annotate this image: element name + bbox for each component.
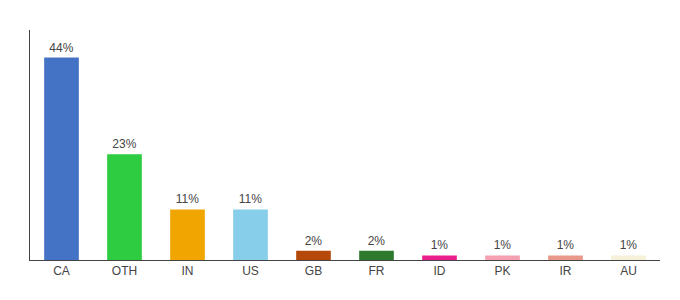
svg-text:11%: 11% [176, 192, 199, 206]
svg-text:2%: 2% [305, 234, 323, 248]
svg-text:1%: 1% [494, 238, 512, 252]
svg-text:FR: FR [369, 264, 385, 278]
svg-text:IN: IN [182, 264, 194, 278]
svg-text:OTH: OTH [112, 264, 137, 278]
svg-text:GB: GB [305, 264, 322, 278]
svg-text:US: US [242, 264, 259, 278]
svg-text:1%: 1% [557, 238, 575, 252]
svg-text:CA: CA [53, 264, 70, 278]
svg-text:44%: 44% [49, 41, 73, 55]
svg-text:11%: 11% [239, 192, 262, 206]
svg-text:23%: 23% [112, 137, 136, 151]
svg-text:2%: 2% [368, 234, 386, 248]
svg-text:ID: ID [434, 264, 446, 278]
svg-text:1%: 1% [620, 238, 638, 252]
svg-text:PK: PK [494, 264, 510, 278]
svg-text:1%: 1% [431, 238, 449, 252]
svg-text:AU: AU [620, 264, 637, 278]
svg-text:IR: IR [560, 264, 572, 278]
